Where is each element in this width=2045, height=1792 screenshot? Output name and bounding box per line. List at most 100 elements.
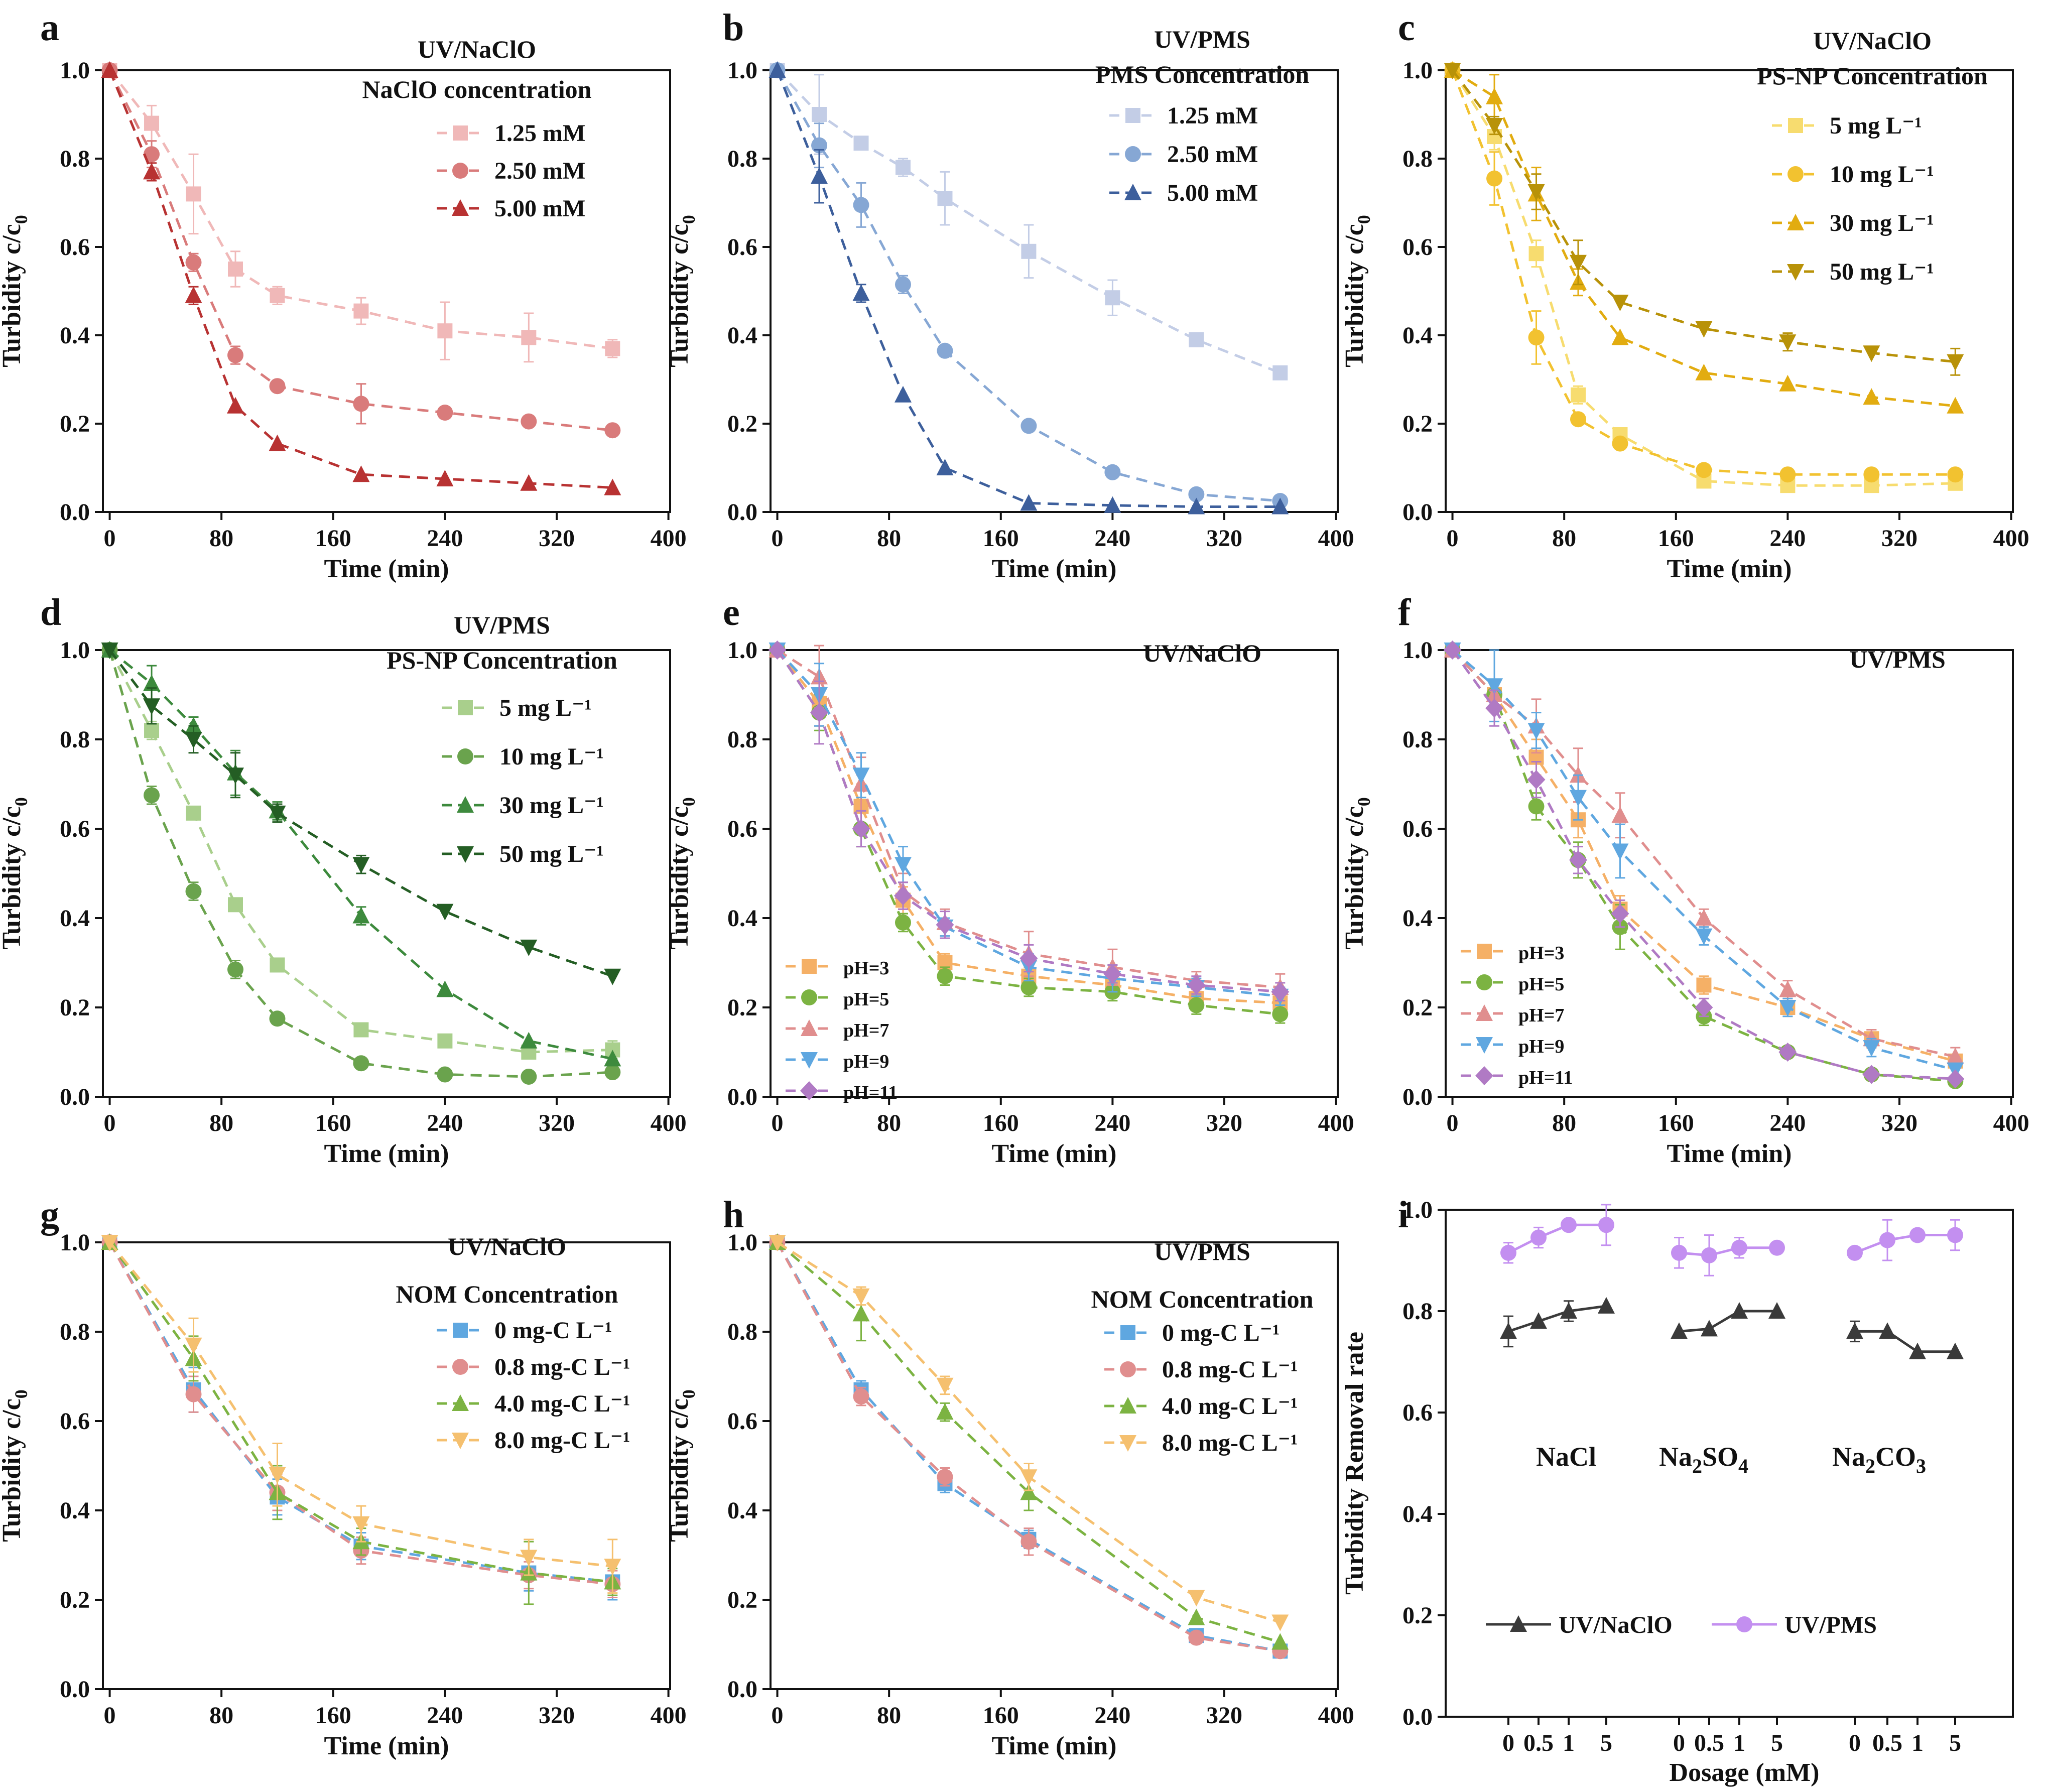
legend-marker (452, 199, 469, 216)
y-tick-label: 0.0 (1402, 1084, 1433, 1110)
legend-marker (1788, 118, 1803, 133)
data-point (604, 1064, 621, 1081)
data-point (1909, 1227, 1926, 1243)
y-tick-label: 0.6 (60, 816, 90, 842)
series-4 (768, 641, 1290, 1002)
x-tick-label: 0 (772, 525, 784, 552)
data-point (269, 378, 286, 395)
series-line (108, 1241, 613, 1586)
x-tick-label: 320 (539, 525, 575, 552)
data-point (853, 1388, 869, 1405)
legend-entry: 50 mg L⁻¹ (1772, 259, 1934, 285)
legend-marker (1476, 974, 1492, 990)
legend-marker (800, 1081, 818, 1100)
legend-label: pH=9 (1518, 1036, 1564, 1057)
data-point (143, 163, 161, 180)
data-point (1701, 1320, 1718, 1337)
data-point (1778, 1043, 1797, 1062)
data-point (143, 698, 161, 715)
series-0 (770, 63, 1288, 380)
data-point (185, 883, 202, 900)
data-point (144, 787, 160, 804)
x-tick-label: 400 (651, 525, 687, 552)
y-tick-label: 0.2 (1402, 1602, 1433, 1629)
data-point (852, 1288, 870, 1305)
legend-label: 2.50 mM (1167, 141, 1258, 168)
x-tick-label: 0 (104, 1702, 116, 1729)
legend-marker (457, 846, 474, 863)
data-point (353, 396, 369, 412)
legend-label: 2.50 mM (494, 158, 585, 184)
series-line (777, 1241, 1281, 1623)
legend-marker (1787, 264, 1804, 281)
x-tick-label: 0.5 (1694, 1730, 1724, 1756)
data-point (144, 115, 160, 131)
x-tick-label: 80 (209, 1702, 233, 1729)
legend-marker (801, 1052, 818, 1069)
data-point (1768, 1302, 1785, 1319)
y-axis-title: Turbidity c/c0 (665, 797, 699, 950)
data-point (437, 405, 453, 421)
data-point (812, 107, 827, 122)
data-point (1527, 723, 1545, 740)
legend-entry: pH=9 (1461, 1036, 1564, 1057)
data-point (810, 703, 829, 722)
data-point (937, 968, 953, 984)
y-tick-label: 0.0 (60, 1084, 90, 1110)
formula-part: SO (1702, 1442, 1738, 1472)
data-point (352, 907, 370, 924)
data-point (437, 1033, 453, 1049)
series-line (1679, 1246, 1777, 1257)
data-point (1863, 388, 1880, 405)
data-point (604, 478, 621, 495)
x-tick-label: 320 (1881, 525, 1918, 552)
data-point (1769, 1239, 1785, 1256)
x-tick-label: 240 (427, 1110, 463, 1136)
x-tick-label: 0 (772, 1110, 784, 1136)
data-point (1271, 1633, 1289, 1650)
series-2 (101, 61, 621, 495)
y-tick-label: 0.4 (1402, 322, 1433, 349)
data-point (1731, 1302, 1748, 1319)
data-point (353, 1022, 369, 1038)
plot-frame (770, 1241, 1339, 1690)
legend-label: 0 mg-C L⁻¹ (494, 1317, 612, 1344)
series-line (776, 649, 1281, 1004)
y-tick-label: 0.8 (1402, 1298, 1433, 1325)
legend-marker (1125, 108, 1140, 123)
formula-part: CO (1875, 1442, 1916, 1472)
series-line (108, 649, 613, 1060)
y-tick-label: 0.4 (1402, 905, 1433, 932)
data-point (1561, 1217, 1577, 1233)
data-point (227, 961, 243, 978)
x-tick-label: 320 (539, 1110, 575, 1136)
y-axis-subscript: 0 (1354, 215, 1374, 224)
x-axis-title: Time (min) (324, 1139, 449, 1168)
annotation: UV/NaClO (448, 1232, 566, 1260)
x-tick-label: 160 (983, 525, 1019, 552)
series-line (1451, 69, 1956, 363)
series-0 (1500, 1297, 1964, 1359)
series-line (1854, 1234, 1955, 1254)
y-tick-label: 0.8 (1402, 146, 1433, 172)
data-point (1103, 964, 1122, 984)
x-tick-label: 0 (1673, 1730, 1685, 1756)
data-point (1947, 397, 1964, 414)
data-point (1560, 1302, 1577, 1319)
legend-entry: 4.0 mg-C L⁻¹ (1104, 1393, 1298, 1420)
panel-d: 0.0 0.2 0.4 0.6 0.8 1.0 Turbidity c/c0 d 0 80 160 2… (0, 591, 687, 1168)
data-point (101, 61, 118, 78)
y-axis-title: Turbidity c/c0 (1340, 797, 1374, 950)
x-axis-title: Time (min) (992, 1732, 1117, 1760)
legend-label: 4.0 mg-C L⁻¹ (494, 1390, 630, 1417)
data-point (521, 1068, 537, 1085)
legend-marker (1787, 214, 1804, 230)
x-tick-label: 5 (1771, 1730, 1783, 1756)
plot-frame (770, 69, 1339, 513)
data-point (1701, 1247, 1717, 1263)
data-point (1947, 1342, 1964, 1359)
legend-label: 30 mg L⁻¹ (499, 792, 604, 819)
annotation: NOM Concentration (396, 1280, 618, 1308)
data-point (937, 342, 953, 359)
series-line (1508, 1305, 1607, 1333)
